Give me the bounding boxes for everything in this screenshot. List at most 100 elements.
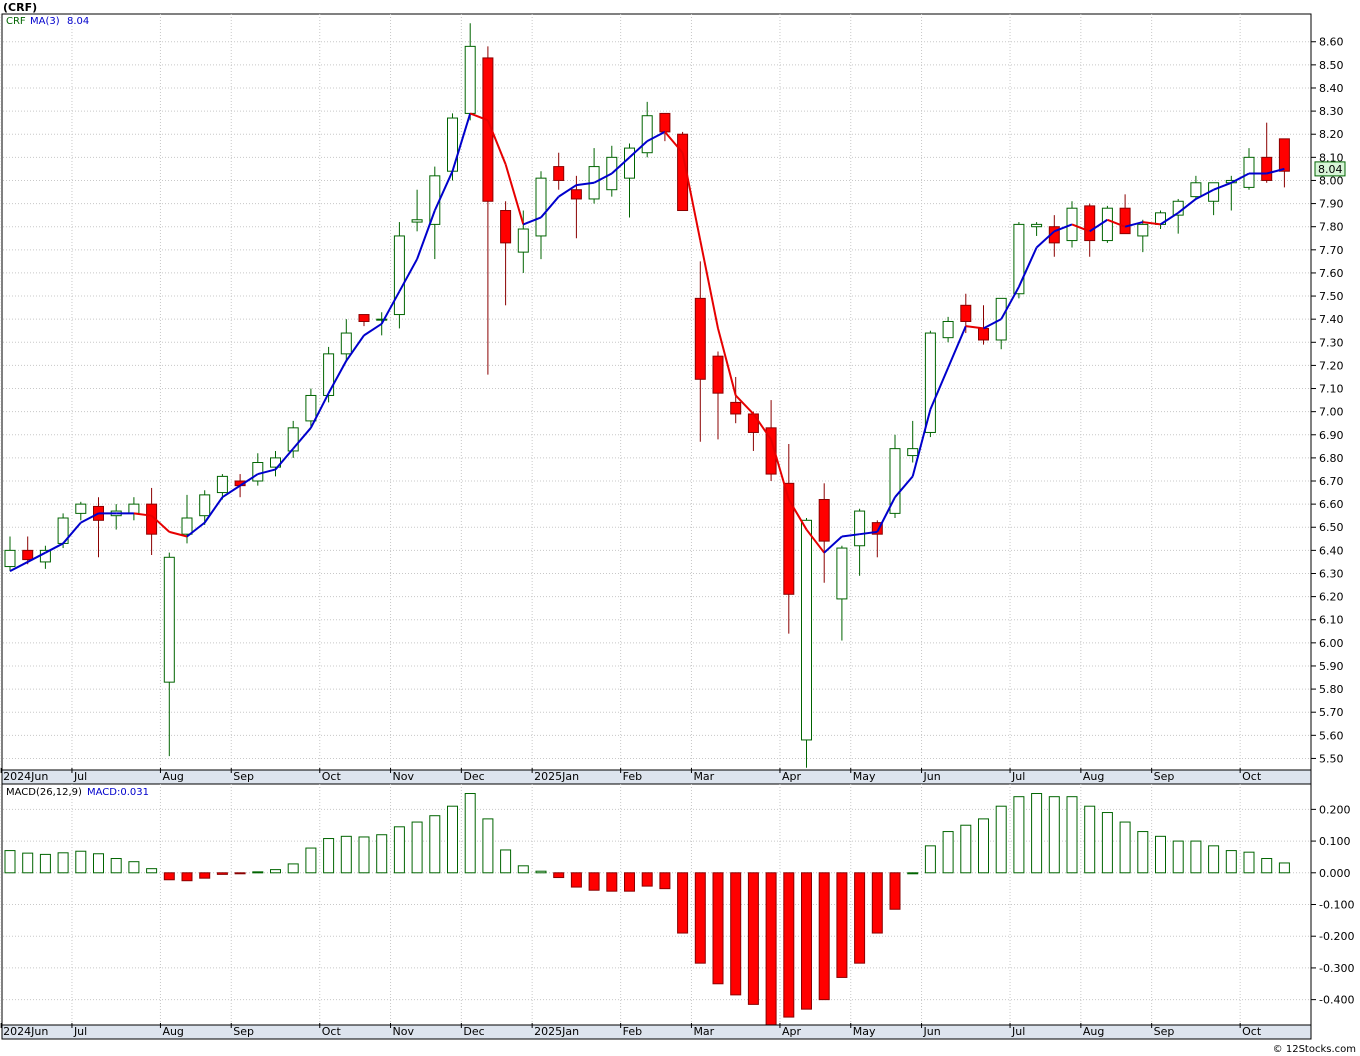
macd-bar bbox=[1137, 831, 1149, 874]
month-label: Feb bbox=[623, 770, 642, 783]
candle-body bbox=[1190, 182, 1202, 198]
candle-body bbox=[4, 549, 16, 568]
candle-body bbox=[199, 494, 211, 517]
ma3-segment bbox=[1266, 167, 1285, 175]
candle-body bbox=[1119, 207, 1131, 235]
candle bbox=[411, 189, 423, 232]
ma3-segment bbox=[1107, 218, 1126, 228]
macd-tick-label: 0.200 bbox=[1319, 803, 1351, 816]
candle-body bbox=[570, 189, 582, 200]
price-tick-label: 6.50 bbox=[1319, 521, 1344, 534]
month-label: Oct bbox=[1242, 770, 1262, 783]
macd-bar bbox=[1066, 796, 1078, 874]
copyright-text: © 12Stocks.com bbox=[1273, 1044, 1356, 1055]
macd-bar bbox=[1013, 796, 1025, 874]
ma3-segment bbox=[221, 484, 241, 499]
candle-body bbox=[677, 133, 689, 212]
macd-bar bbox=[1261, 858, 1273, 874]
macd-bar bbox=[181, 872, 193, 882]
macd-bar bbox=[1048, 796, 1060, 874]
candle-body bbox=[447, 117, 458, 172]
price-tick-label: 7.40 bbox=[1319, 313, 1344, 326]
candle bbox=[854, 508, 866, 576]
month-label: Oct bbox=[322, 770, 342, 783]
price-tick-label: 6.90 bbox=[1319, 429, 1344, 442]
candle bbox=[305, 388, 317, 428]
macd-tick-label: -0.400 bbox=[1319, 994, 1354, 1007]
candle-body bbox=[75, 503, 87, 514]
macd-bar bbox=[1278, 862, 1290, 874]
macd-bar bbox=[765, 872, 777, 1026]
price-tick-label: 7.80 bbox=[1319, 221, 1344, 234]
macd-bar bbox=[128, 861, 140, 874]
macd-bar bbox=[588, 872, 600, 891]
macd-tick-label: 0.100 bbox=[1319, 835, 1351, 848]
candle-body bbox=[163, 556, 175, 683]
macd-bar bbox=[1190, 840, 1202, 874]
ma3-segment bbox=[646, 131, 666, 143]
macd-bar bbox=[358, 836, 370, 874]
macd-bar bbox=[110, 858, 122, 874]
macd-bar bbox=[323, 838, 335, 874]
price-tick-label: 6.20 bbox=[1319, 591, 1344, 604]
macd-bar bbox=[500, 849, 512, 874]
macd-bar bbox=[93, 853, 104, 874]
candle-body bbox=[1278, 138, 1290, 172]
month-label: Mar bbox=[693, 770, 714, 783]
price-tick-label: 6.30 bbox=[1319, 567, 1344, 580]
month-label: Aug bbox=[162, 770, 183, 783]
price-x-axis-band bbox=[1, 769, 1312, 785]
ma3-segment bbox=[593, 172, 613, 184]
ma3-segment bbox=[27, 551, 46, 563]
candle-body bbox=[181, 517, 193, 535]
month-label: Aug bbox=[162, 1025, 183, 1038]
candle bbox=[818, 483, 830, 583]
macd-tick-label: -0.200 bbox=[1319, 930, 1354, 943]
ma3-segment bbox=[451, 113, 472, 172]
month-label: Mar bbox=[693, 1025, 714, 1038]
macd-bar bbox=[1031, 793, 1043, 874]
ma3-segment bbox=[1053, 223, 1073, 233]
macd-tick-label: 0.000 bbox=[1319, 867, 1351, 880]
macd-bar bbox=[1208, 845, 1220, 874]
candle-body bbox=[429, 175, 441, 225]
ma3-segment bbox=[1177, 198, 1197, 214]
candle-body bbox=[376, 318, 388, 321]
candle bbox=[500, 201, 512, 306]
price-tick-label: 5.50 bbox=[1319, 752, 1344, 765]
ma3-segment bbox=[433, 170, 454, 211]
price-tick-label: 6.60 bbox=[1319, 498, 1344, 511]
candle bbox=[907, 420, 919, 463]
ma3-segment bbox=[1035, 230, 1055, 249]
month-label: Sep bbox=[233, 770, 254, 783]
candle-body bbox=[624, 147, 635, 179]
ma3-segment bbox=[876, 496, 896, 533]
candle-body bbox=[836, 547, 848, 600]
candle bbox=[4, 536, 16, 572]
ma3-segment bbox=[805, 528, 825, 554]
macd-bar bbox=[978, 818, 989, 874]
macd-bar bbox=[659, 872, 671, 890]
ma3-segment bbox=[770, 439, 790, 500]
candle-body bbox=[801, 519, 812, 741]
price-tick-label: 8.10 bbox=[1319, 151, 1344, 164]
ma3-segment bbox=[752, 413, 772, 440]
price-tick-label: 5.60 bbox=[1319, 729, 1344, 742]
price-tick-label: 7.10 bbox=[1319, 383, 1344, 396]
price-tick-label: 8.00 bbox=[1319, 174, 1344, 187]
month-label: Apr bbox=[782, 770, 802, 783]
ma3-segment bbox=[1195, 188, 1215, 200]
candle-body bbox=[1084, 205, 1096, 242]
ma3-segment bbox=[1017, 247, 1038, 288]
macd-bar bbox=[464, 793, 476, 874]
macd-bar bbox=[75, 850, 87, 874]
ma3-segment bbox=[186, 521, 206, 538]
macd-legend-value: MACD:0.031 bbox=[87, 787, 149, 798]
macd-bar bbox=[1225, 850, 1237, 874]
candle bbox=[1101, 205, 1113, 243]
ma3-segment bbox=[239, 473, 259, 487]
month-label: Jun bbox=[923, 1025, 941, 1038]
ma3-segment bbox=[911, 409, 932, 477]
legend-ma-value: 8.04 bbox=[67, 16, 89, 27]
